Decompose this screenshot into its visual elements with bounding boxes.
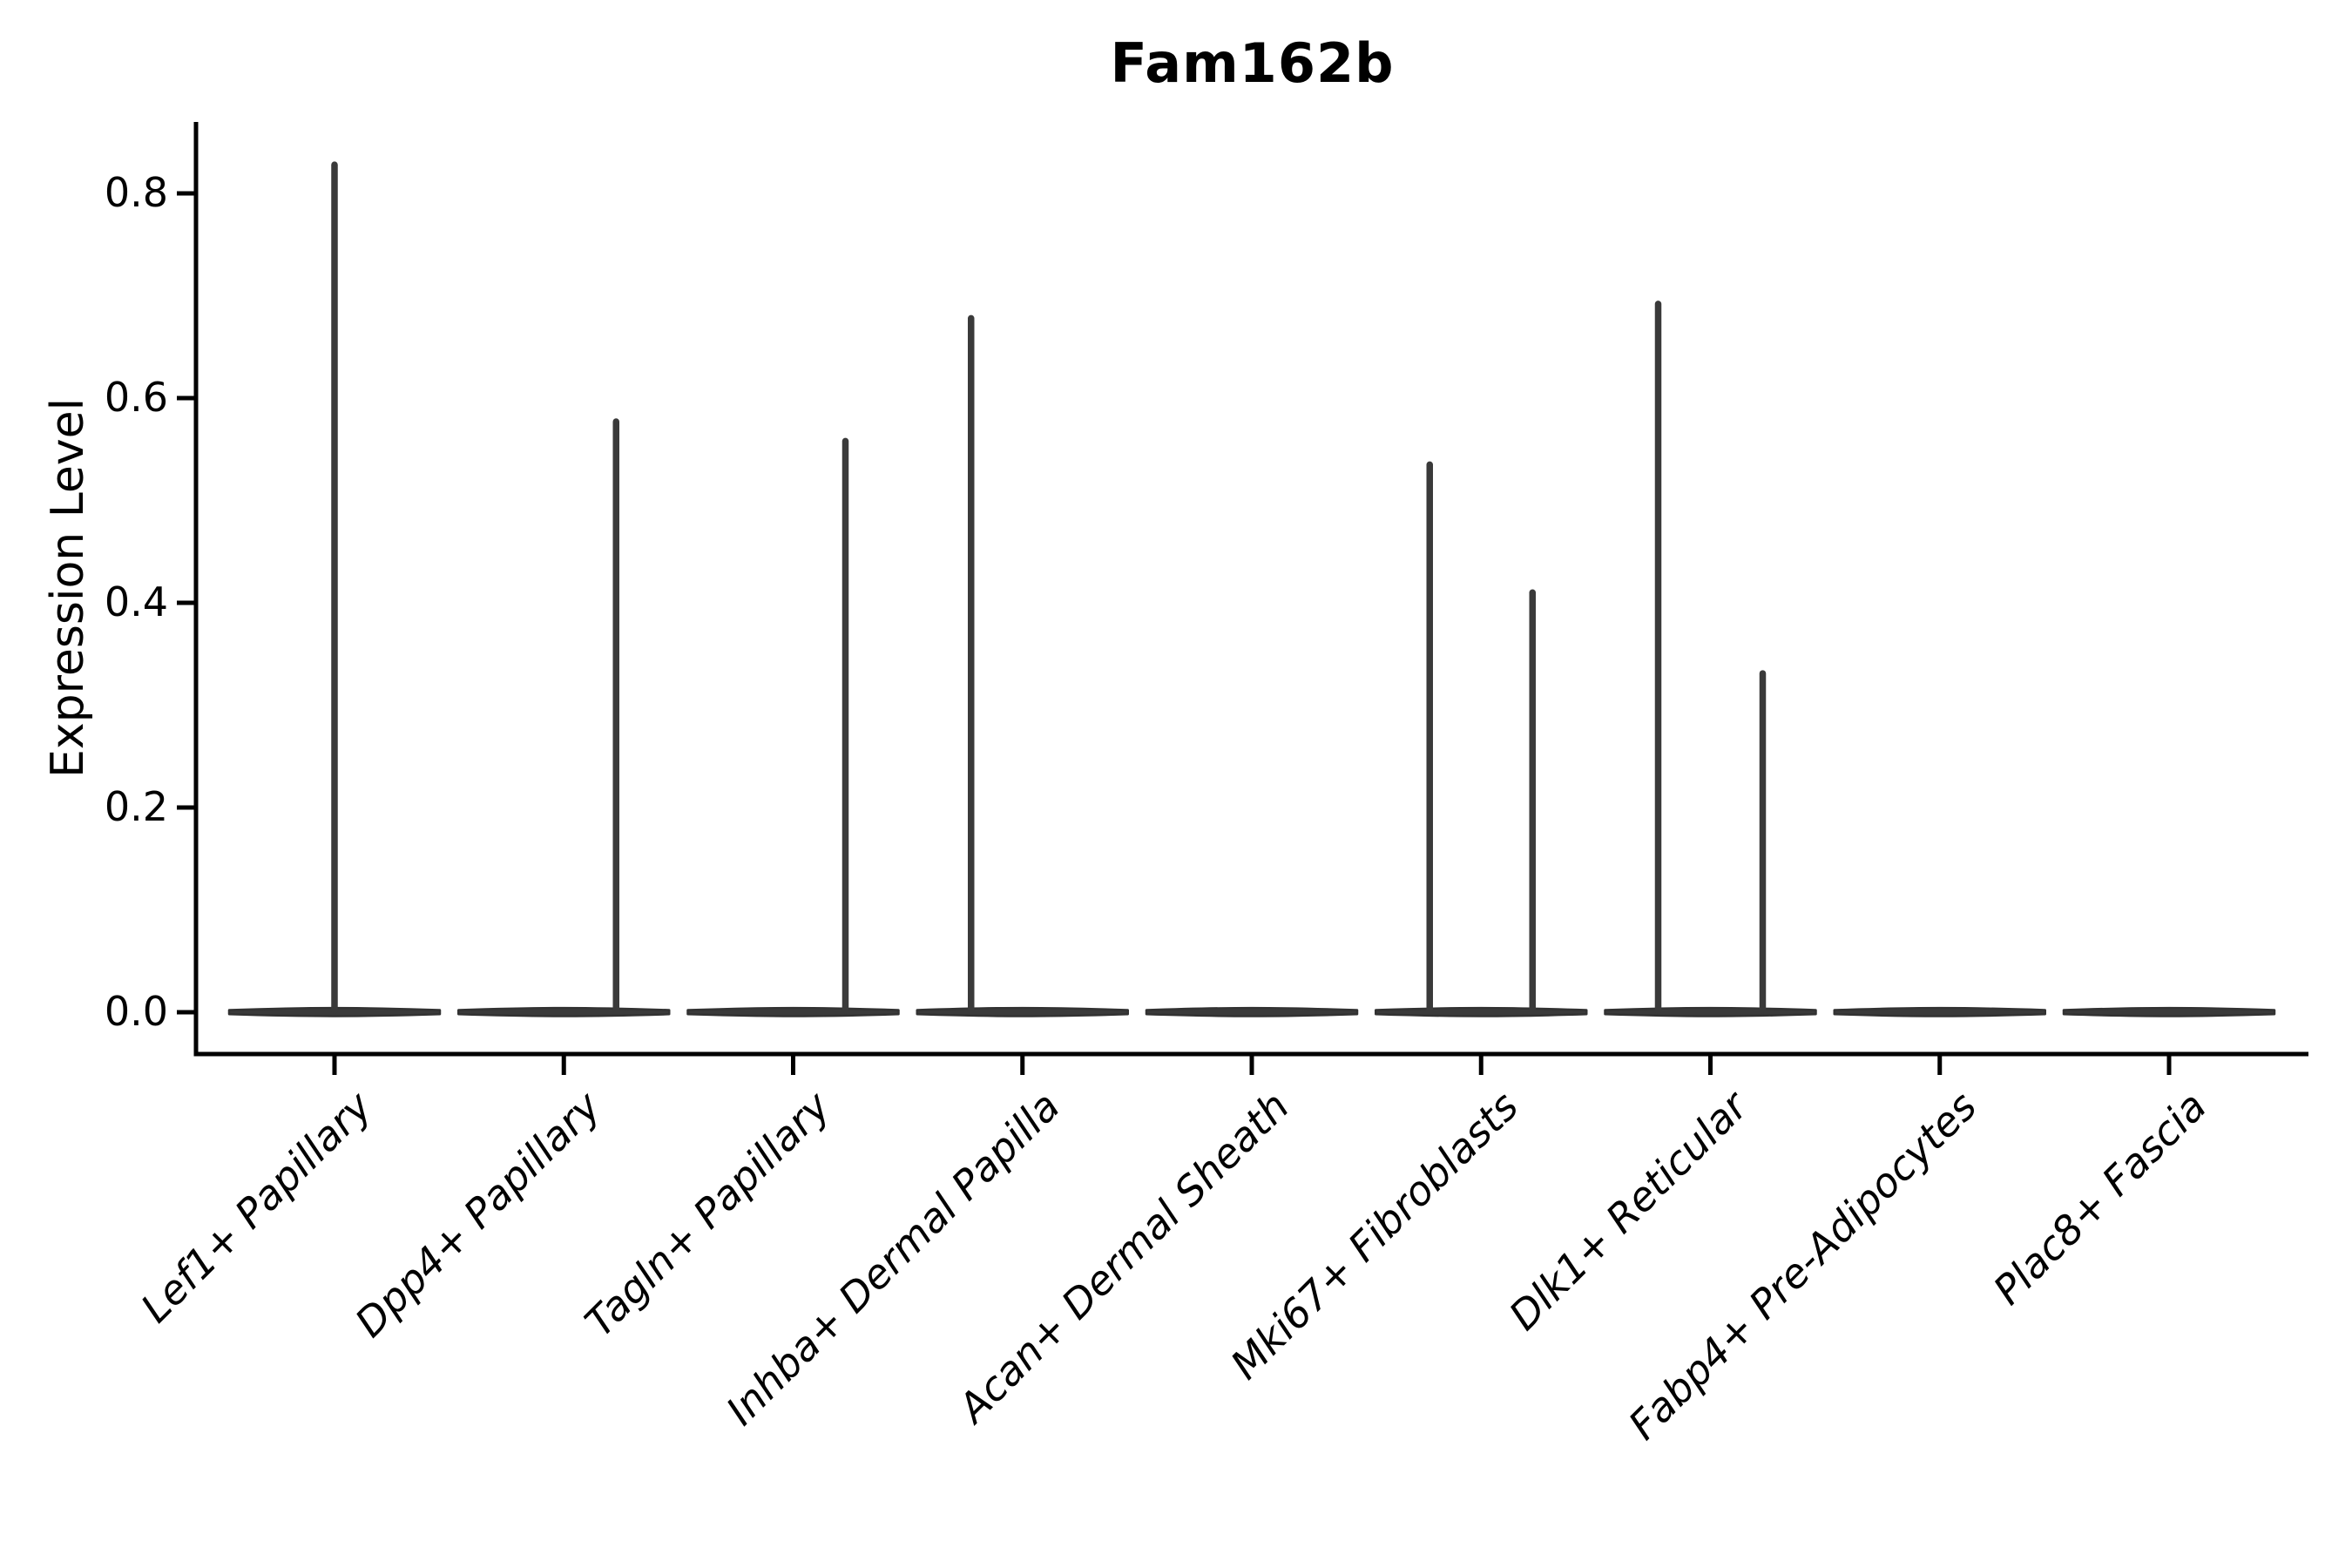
violin-base: [1145, 1006, 1359, 1017]
violin-base: [916, 1006, 1129, 1017]
y-tick-label: 0.8: [104, 169, 168, 216]
axis-spines: [193, 122, 2308, 1057]
y-tick-label: 0.4: [104, 578, 168, 625]
violin-base: [1375, 1006, 1588, 1017]
violin-base: [686, 1006, 900, 1017]
y-tick-label: 0.0: [104, 988, 168, 1035]
violin-base: [457, 1006, 671, 1017]
violin-base: [1604, 1006, 1817, 1017]
plot-title: Fam162b: [1110, 31, 1395, 95]
violin-base: [1833, 1006, 2046, 1017]
y-tick-label: 0.6: [104, 374, 168, 421]
y-tick-label: 0.2: [104, 783, 168, 830]
violin-base: [2062, 1006, 2276, 1017]
